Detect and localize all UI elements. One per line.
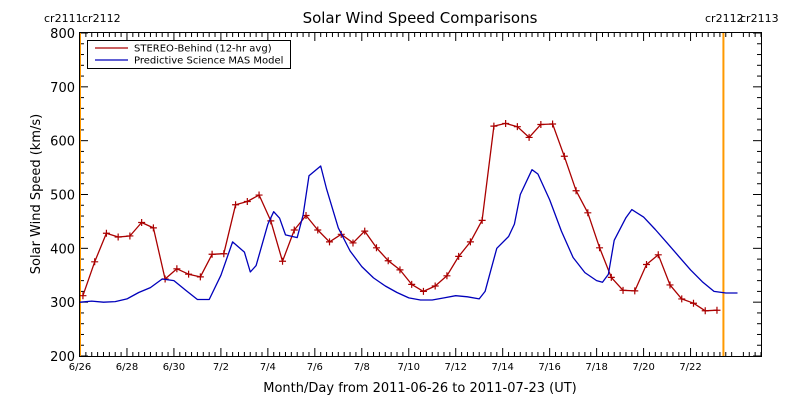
series-line-mas-model	[79, 165, 738, 303]
y-tick-label: 400	[50, 242, 75, 257]
x-tick-label: 6/26	[69, 362, 91, 373]
x-tick-label: 7/2	[213, 362, 229, 373]
data-point-stereo	[537, 121, 545, 129]
data-point-stereo	[689, 299, 697, 307]
data-point-stereo	[185, 270, 193, 278]
data-point-stereo	[619, 286, 627, 294]
data-point-stereo	[549, 120, 557, 128]
data-point-stereo	[372, 244, 380, 252]
data-point-stereo	[314, 226, 322, 234]
x-tick-label: 6/30	[163, 362, 185, 373]
data-point-stereo	[502, 119, 510, 127]
data-point-stereo	[654, 251, 662, 259]
data-point-stereo	[220, 250, 228, 258]
data-point-stereo	[208, 250, 216, 258]
data-point-stereo	[173, 265, 181, 273]
data-point-stereo	[631, 287, 639, 295]
data-point-stereo	[232, 201, 240, 209]
data-point-stereo	[79, 292, 87, 300]
chart-title: Solar Wind Speed Comparisons	[303, 9, 538, 27]
x-tick-label: 7/20	[632, 362, 654, 373]
data-point-stereo	[349, 239, 357, 247]
data-point-stereo	[513, 123, 521, 131]
carrington-right-label-a: cr2112	[705, 12, 744, 25]
x-tick-label: 7/12	[444, 362, 466, 373]
data-point-stereo	[255, 191, 263, 199]
data-point-stereo	[455, 252, 463, 260]
data-point-stereo	[326, 238, 334, 246]
data-point-stereo	[490, 122, 498, 130]
data-point-stereo	[701, 307, 709, 315]
data-point-stereo	[560, 152, 568, 160]
data-point-stereo	[596, 244, 604, 252]
y-tick-label: 500	[50, 189, 75, 204]
plot-area: 200 300 400 500 600 700 800 6/26 6/28 6/30 7/2 7/4 7…	[50, 27, 762, 373]
data-point-stereo	[643, 260, 651, 268]
data-point-stereo	[584, 209, 592, 217]
legend-box	[87, 40, 291, 69]
y-tick-label: 600	[50, 135, 75, 150]
plot-frame	[79, 32, 762, 357]
x-tick-label: 7/6	[307, 362, 323, 373]
data-point-stereo	[196, 273, 204, 281]
data-point-stereo	[408, 280, 416, 288]
y-tick-label: 200	[50, 350, 75, 365]
data-point-stereo	[91, 258, 99, 266]
x-tick-label: 7/4	[260, 362, 276, 373]
data-point-stereo	[138, 218, 146, 226]
carrington-left-label-a: cr2111	[44, 12, 83, 25]
data-point-stereo	[396, 266, 404, 274]
data-point-stereo	[279, 257, 287, 265]
data-point-stereo	[102, 229, 110, 237]
data-point-stereo	[126, 232, 134, 240]
x-tick-label: 6/28	[116, 362, 138, 373]
data-point-stereo	[243, 197, 251, 205]
legend: STEREO-Behind (12-hr avg) Predictive Sci…	[87, 40, 291, 69]
data-point-stereo	[607, 273, 615, 281]
data-point-stereo	[572, 187, 580, 195]
x-tick-label: 7/14	[491, 362, 513, 373]
data-point-stereo	[678, 295, 686, 303]
x-tick-label: 7/10	[398, 362, 420, 373]
y-axis-label: Solar Wind Speed (km/s)	[29, 114, 44, 274]
x-tick-label: 7/16	[538, 362, 560, 373]
y-tick-label: 700	[50, 81, 75, 96]
legend-label-mas-model: Predictive Science MAS Model	[134, 56, 283, 67]
data-point-stereo	[384, 257, 392, 265]
x-tick-label: 7/18	[585, 362, 607, 373]
data-point-stereo	[149, 224, 157, 232]
data-point-stereo	[478, 216, 486, 224]
carrington-left-label-b: cr2112	[82, 12, 121, 25]
x-tick-label: 7/8	[354, 362, 370, 373]
data-point-stereo	[114, 233, 122, 241]
y-tick-label: 300	[50, 296, 75, 311]
carrington-right-label-b: cr2113	[740, 12, 779, 25]
data-point-stereo	[466, 238, 474, 246]
data-point-stereo	[666, 281, 674, 289]
legend-label-stereo: STEREO-Behind (12-hr avg)	[134, 44, 272, 55]
x-axis-label: Month/Day from 2011-06-26 to 2011-07-23 …	[263, 381, 576, 396]
data-point-stereo	[302, 211, 310, 219]
data-point-stereo	[290, 226, 298, 234]
data-point-stereo	[443, 272, 451, 280]
x-tick-label: 7/22	[679, 362, 701, 373]
y-tick-label: 800	[50, 27, 75, 42]
data-point-stereo	[713, 306, 721, 314]
data-point-stereo	[361, 227, 369, 235]
data-point-stereo	[431, 282, 439, 290]
data-point-stereo	[525, 133, 533, 141]
data-point-stereo	[419, 287, 427, 295]
